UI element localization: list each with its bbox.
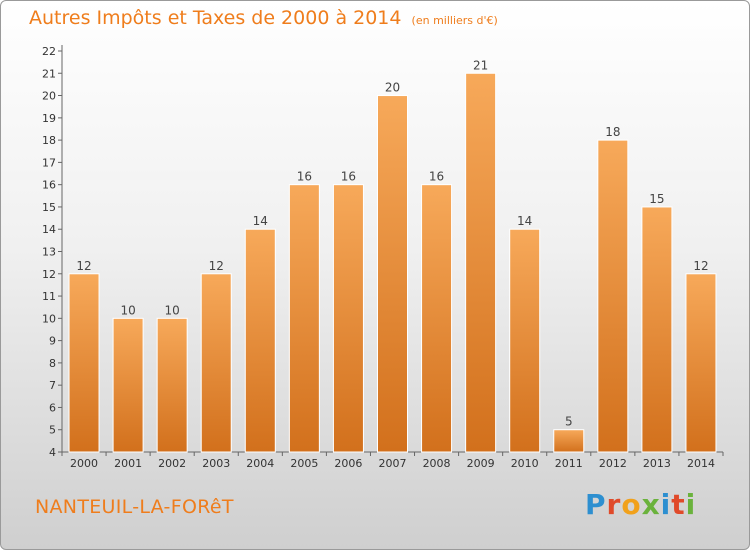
bar-2013 [641,206,673,453]
x-tick-label: 2005 [290,457,318,470]
data-label-2011: 5 [565,415,573,429]
chart-bars [68,72,717,453]
x-tick-label: 2008 [423,457,451,470]
bar-2002 [156,317,188,453]
bar-2009 [465,72,497,453]
y-tick-label: 15 [42,201,56,214]
y-tick-label: 13 [42,246,56,259]
bar-2000 [68,273,100,453]
bar-2010 [509,228,541,453]
bar-2012 [597,139,629,453]
chart-title: Autres Impôts et Taxes de 2000 à 2014 (e… [29,7,498,29]
x-tick-label: 2009 [467,457,495,470]
data-label-2008: 16 [429,170,444,184]
data-label-2002: 10 [165,303,180,317]
x-tick-label: 2007 [379,457,407,470]
x-tick-label: 2014 [687,457,715,470]
bar-2003 [200,273,232,453]
x-tick-label: 2006 [334,457,362,470]
data-label-2013: 15 [649,192,664,206]
bar-2006 [332,184,364,453]
x-tick-label: 2004 [246,457,274,470]
y-tick-label: 14 [42,223,56,236]
bar-2014 [685,273,717,453]
data-label-2014: 12 [693,259,708,273]
proxiti-logo: Proxiti [585,488,697,521]
bar-2011 [553,429,585,453]
bar-2007 [377,95,408,453]
bar-2001 [112,317,144,453]
y-tick-label: 11 [42,290,56,303]
bar-2008 [421,184,453,453]
data-label-2012: 18 [605,125,620,139]
data-label-2003: 12 [209,259,224,273]
y-tick-label: 12 [42,268,56,281]
chart-subtitle: (en milliers d'€) [411,14,498,27]
y-tick-label: 6 [49,401,56,414]
chart-data-labels: 12 10 10 12 14 16 16 20 16 21 14 5 18 15 12 [76,58,708,428]
y-tick-label: 10 [42,312,56,325]
data-label-2000: 12 [76,259,91,273]
data-label-2007: 20 [385,81,400,95]
y-tick-label: 16 [42,179,56,192]
chart-title-text: Autres Impôts et Taxes de 2000 à 2014 [29,7,402,29]
x-tick-label: 2001 [114,457,142,470]
y-tick-label: 22 [42,45,56,58]
y-tick-label: 5 [49,424,56,437]
y-tick-label: 20 [42,90,56,103]
x-tick-label: 2012 [599,457,627,470]
y-tick-label: 18 [42,134,56,147]
bar-2004 [244,228,276,453]
data-label-2006: 16 [341,170,356,184]
y-tick-label: 21 [42,67,56,80]
x-tick-label: 2003 [202,457,230,470]
y-tick-label: 7 [49,379,56,392]
y-tick-label: 8 [49,357,56,370]
data-label-2010: 14 [517,214,532,228]
y-tick-label: 17 [42,156,56,169]
x-tick-label: 2000 [70,457,98,470]
x-tick-label: 2010 [511,457,539,470]
bar-2005 [288,184,320,453]
data-label-2001: 10 [120,303,135,317]
data-label-2005: 16 [297,170,312,184]
y-tick-label: 19 [42,112,56,125]
x-tick-label: 2011 [555,457,583,470]
y-tick-label: 4 [49,446,56,459]
x-tick-label: 2002 [158,457,186,470]
x-tick-label: 2013 [643,457,671,470]
data-label-2004: 14 [253,214,268,228]
data-label-2009: 21 [473,58,488,72]
y-tick-label: 9 [49,335,56,348]
location-name: NANTEUIL-LA-FORêT [35,496,234,518]
